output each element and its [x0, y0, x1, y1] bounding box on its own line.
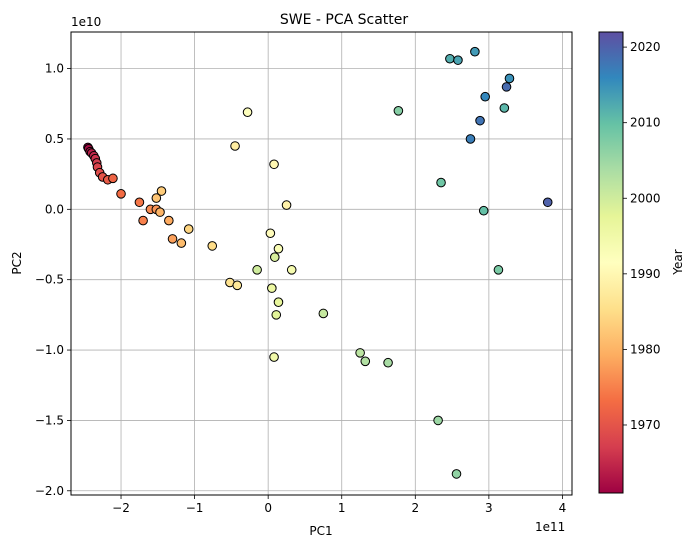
scatter-point: [318, 308, 329, 319]
scatter-point: [108, 173, 118, 184]
scatter-point: [252, 265, 262, 275]
scatter-point: [493, 265, 504, 275]
x-tick-label: 1: [338, 501, 346, 515]
colorbar: [598, 31, 624, 494]
scatter-point: [269, 159, 279, 170]
scatter-point: [273, 243, 284, 254]
scatter-point: [281, 200, 292, 210]
scatter-point: [355, 348, 365, 358]
y-tick-label: 0.0: [45, 202, 64, 216]
scatter-points: [83, 46, 553, 479]
colorbar-label: Year: [671, 249, 685, 275]
y-tick-label: −1.5: [35, 413, 64, 427]
scatter-point: [465, 134, 476, 144]
y-tick-label: 1.0: [45, 62, 64, 76]
scatter-point: [393, 106, 404, 116]
scatter-point: [151, 193, 162, 203]
x-tick-label: 2: [411, 501, 419, 515]
scatter-point: [360, 356, 371, 367]
x-tick-label: −1: [186, 501, 204, 515]
scatter-point: [183, 224, 194, 234]
y-tick-label: −1.0: [35, 343, 64, 357]
colorbar-tick-label: 2000: [630, 191, 661, 205]
y-tick-label: −2.0: [35, 484, 64, 498]
scatter-point: [475, 115, 485, 126]
scatter-point: [451, 469, 462, 479]
x-axis-ticks: −2 −1 0 1 2 3 4: [112, 495, 566, 515]
colorbar-tick-label: 2020: [630, 40, 661, 54]
scatter-point: [499, 103, 510, 113]
scatter-point: [383, 357, 393, 368]
scatter-point: [242, 107, 253, 118]
y-axis-ticks: −2.0 −1.5 −1.0 −0.5 0.0 0.5 1.0: [35, 62, 71, 498]
scatter-point: [504, 73, 515, 84]
scatter-point: [176, 238, 187, 248]
scatter-point: [501, 82, 512, 92]
chart-title: SWE - PCA Scatter: [280, 12, 409, 28]
scatter-point: [269, 352, 279, 362]
x-axis-label: PC1: [309, 524, 332, 538]
scatter-point: [445, 53, 455, 64]
x-tick-label: −2: [112, 501, 130, 515]
y-axis-label: PC2: [10, 251, 24, 274]
grid-lines: [71, 32, 572, 495]
y-tick-label: 0.5: [45, 132, 64, 146]
colorbar-ticks: 1970 1980 1990 2000 2010 2020: [623, 40, 661, 432]
scatter-point: [542, 197, 553, 208]
scatter-point: [138, 215, 148, 226]
scatter-point: [480, 91, 490, 102]
scatter-point: [267, 283, 277, 293]
scatter-point: [470, 46, 480, 57]
x-tick-label: 3: [485, 501, 493, 515]
colorbar-tick-label: 2010: [630, 116, 661, 130]
scatter-point: [269, 252, 280, 262]
y-offset-label: 1e10: [71, 15, 101, 29]
colorbar-tick-label: 1980: [630, 342, 661, 356]
scatter-point: [436, 177, 446, 188]
scatter-point: [265, 228, 276, 239]
scatter-point: [164, 215, 174, 226]
scatter-point: [478, 205, 489, 216]
scatter-point: [271, 310, 282, 320]
scatter-point: [207, 241, 218, 251]
scatter-point: [167, 234, 178, 244]
scatter-point: [232, 280, 243, 291]
scatter-point: [156, 186, 167, 196]
scatter-point: [155, 207, 165, 217]
plot-area: [70, 31, 573, 496]
scatter-point: [116, 189, 126, 199]
scatter-point: [230, 141, 240, 151]
scatter-point: [134, 197, 145, 208]
colorbar-tick-label: 1970: [630, 418, 661, 432]
y-tick-label: −0.5: [35, 273, 64, 287]
x-tick-label: 4: [559, 501, 567, 515]
colorbar-tick-label: 1990: [630, 267, 661, 281]
scatter-point: [433, 415, 443, 426]
x-tick-label: 0: [264, 501, 272, 515]
x-offset-label: 1e11: [535, 520, 565, 534]
scatter-point: [273, 297, 284, 308]
scatter-point: [453, 55, 463, 65]
scatter-point: [286, 265, 297, 275]
